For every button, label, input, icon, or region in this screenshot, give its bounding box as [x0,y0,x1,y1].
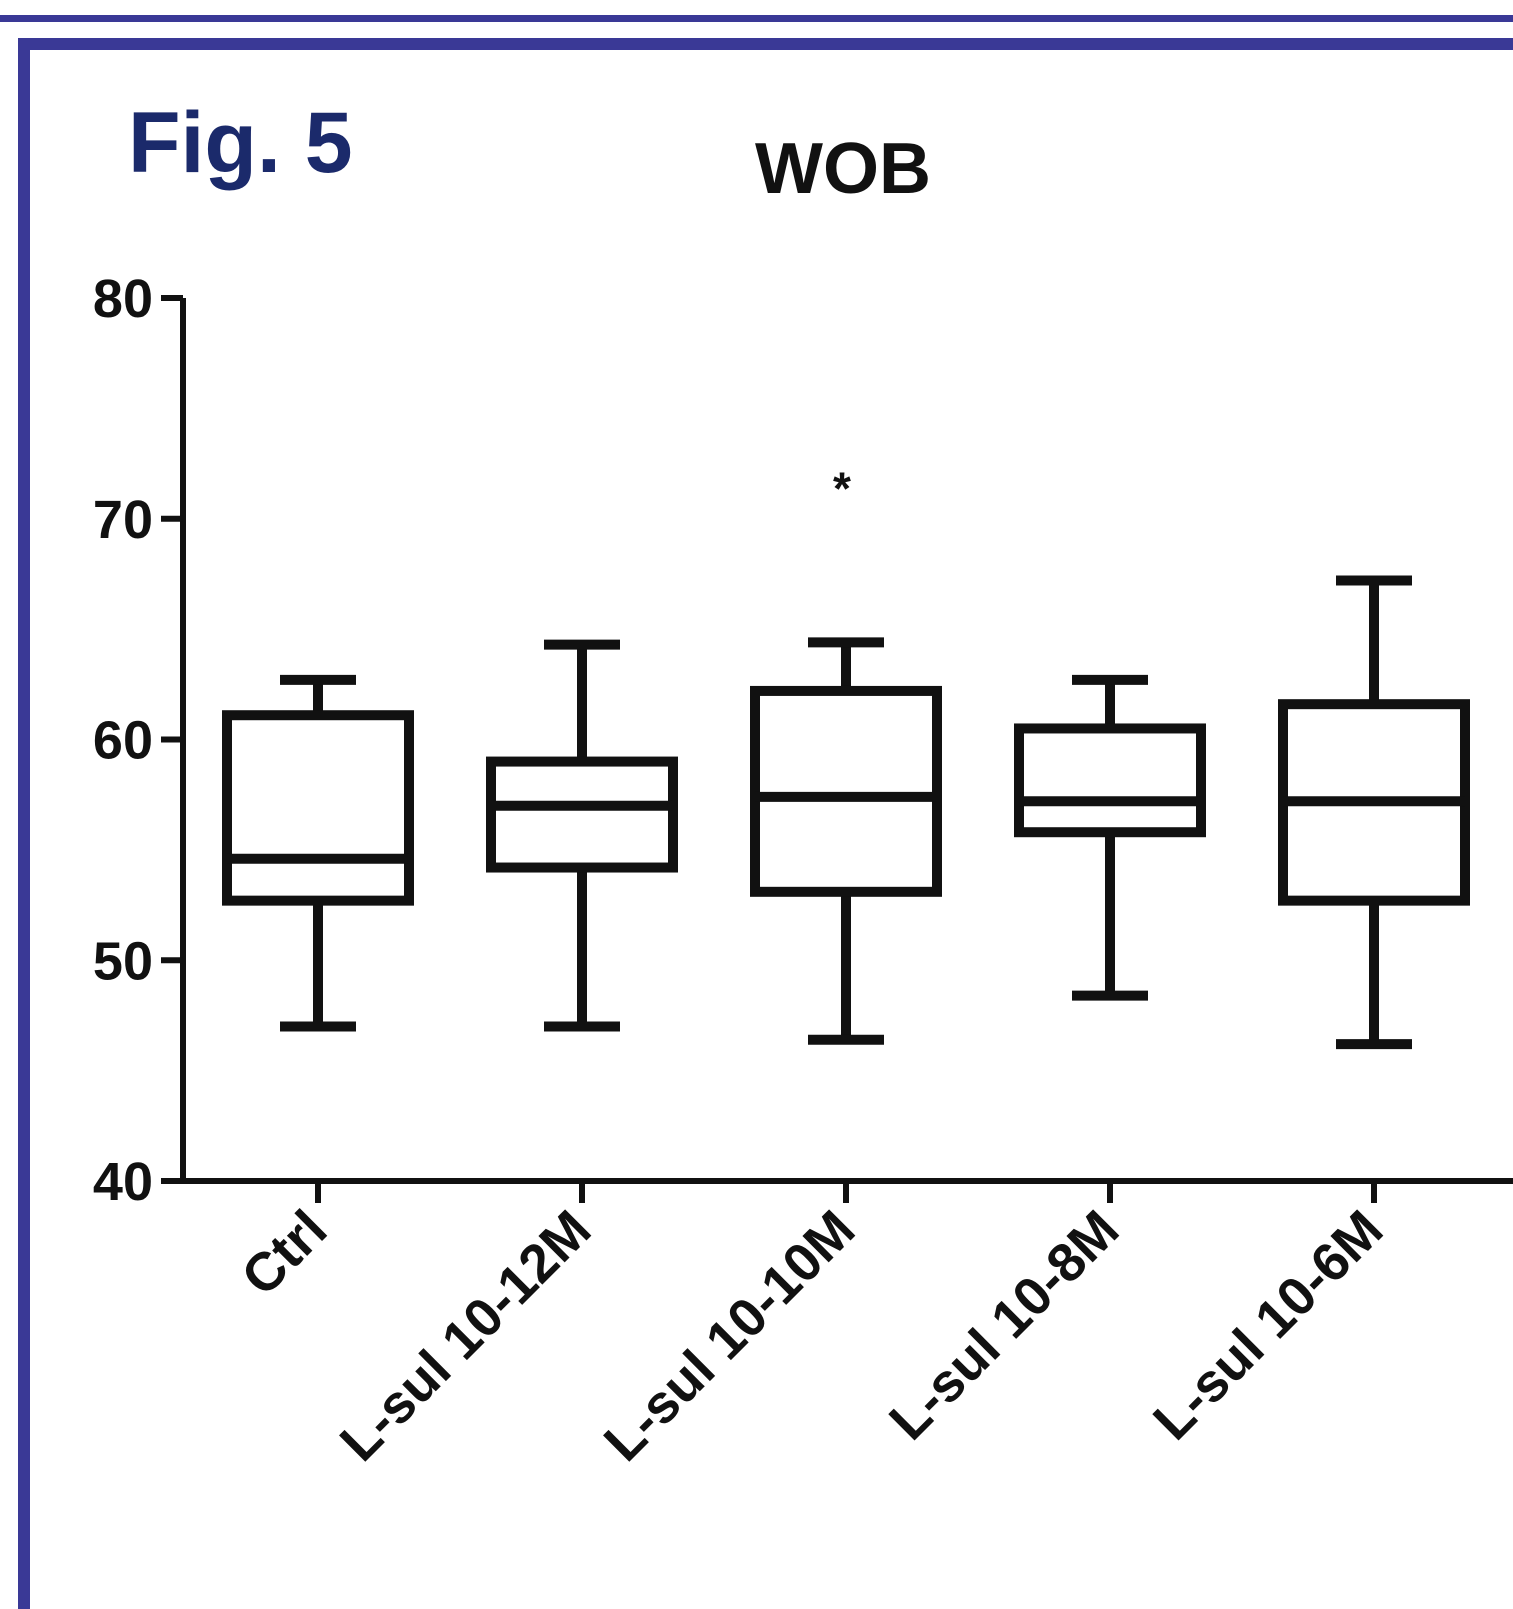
x-tick-label: L-sul 10-12M [329,1199,603,1473]
box-4 [1014,674,1206,1001]
significance-asterisk: * [833,463,851,515]
frame-top-border [0,0,1513,22]
frame-panel-border [18,38,1513,1609]
y-axis-ticks: 40 50 60 70 80 [93,269,183,1212]
iqr-box [750,685,942,897]
y-tick-label: 80 [93,269,153,329]
box-3 [750,637,942,1045]
annotations: * [833,463,851,515]
x-tick-label: Ctrl [230,1199,338,1307]
x-tick-label: L-sul 10-10M [593,1199,867,1473]
x-tick-label: L-sul 10-8M [878,1199,1130,1451]
iqr-box [486,756,678,873]
y-tick-label: 50 [93,931,153,991]
box-5 [1278,575,1470,1050]
y-tick-label: 70 [93,490,153,550]
box-series [222,575,1470,1050]
figure-label: Fig. 5 [128,95,353,191]
y-tick-label: 40 [93,1152,153,1212]
iqr-box [222,710,414,906]
chart-title: WOB [755,129,931,209]
x-tick-label: L-sul 10-6M [1142,1199,1394,1451]
y-tick-label: 60 [93,711,153,771]
box-1 [222,674,414,1032]
box-2 [486,639,678,1032]
iqr-box [1014,723,1206,838]
